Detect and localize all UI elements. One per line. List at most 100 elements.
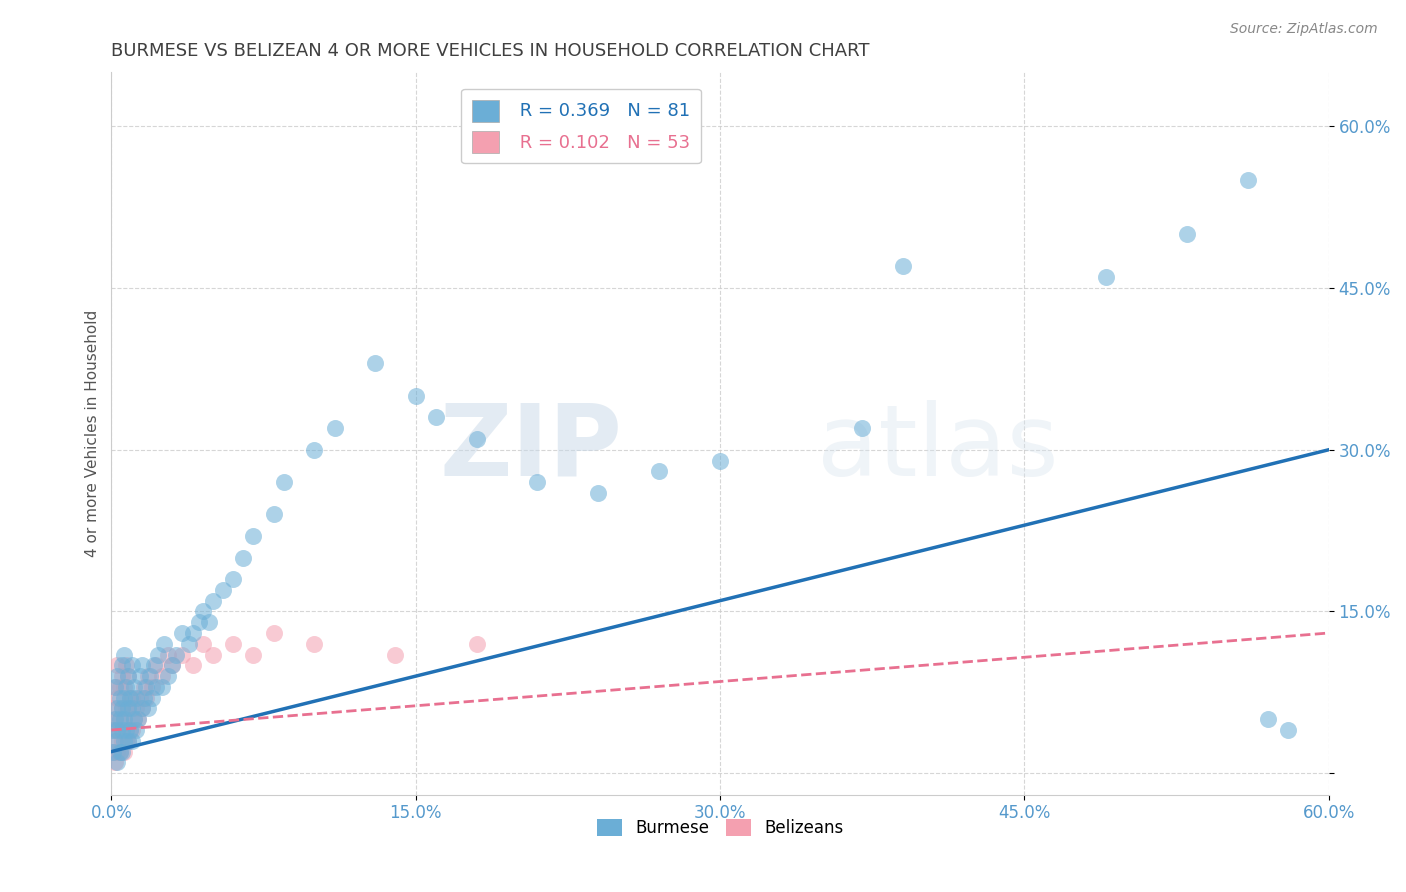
Point (222, 572, 245, 586)
Point (103, 745, 125, 759)
Point (122, 680, 145, 694)
Point (107, 669, 129, 683)
Point (648, 464, 671, 478)
Point (117, 733, 139, 747)
Point (108, 690, 131, 705)
Point (135, 690, 157, 705)
Point (107, 723, 129, 737)
Text: BURMESE VS BELIZEAN 4 OR MORE VEHICLES IN HOUSEHOLD CORRELATION CHART: BURMESE VS BELIZEAN 4 OR MORE VEHICLES I… (111, 42, 870, 60)
Point (104, 733, 127, 747)
Point (242, 648, 264, 662)
Point (150, 680, 173, 694)
Point (139, 669, 162, 683)
Point (232, 550, 254, 565)
Point (121, 723, 143, 737)
Point (110, 701, 132, 715)
Point (145, 680, 167, 694)
Point (526, 475, 548, 489)
Legend: Burmese, Belizeans: Burmese, Belizeans (591, 813, 851, 844)
Point (104, 712, 127, 726)
Point (212, 582, 235, 597)
Point (112, 680, 135, 694)
Point (153, 637, 176, 651)
Point (118, 723, 141, 737)
Point (132, 690, 155, 705)
Point (110, 669, 132, 683)
Point (1094, 270, 1116, 285)
Point (465, 637, 488, 651)
Point (465, 432, 488, 446)
Point (110, 701, 132, 715)
Point (177, 637, 200, 651)
Point (891, 260, 914, 274)
Point (104, 680, 127, 694)
Point (851, 421, 873, 435)
Y-axis label: 4 or more Vehicles in Household: 4 or more Vehicles in Household (86, 310, 100, 558)
Point (121, 701, 143, 715)
Point (110, 658, 132, 673)
Point (162, 658, 184, 673)
Point (118, 690, 141, 705)
Point (107, 745, 129, 759)
Point (112, 712, 135, 726)
Point (263, 626, 285, 640)
Point (108, 680, 131, 694)
Text: Source: ZipAtlas.com: Source: ZipAtlas.com (1230, 22, 1378, 37)
Point (141, 690, 163, 705)
Point (122, 712, 145, 726)
Point (405, 389, 427, 403)
Point (110, 745, 132, 759)
Point (157, 648, 180, 662)
Point (172, 626, 194, 640)
Point (112, 648, 135, 662)
Point (121, 658, 143, 673)
Point (1257, 712, 1279, 726)
Point (114, 680, 136, 694)
Point (191, 604, 214, 618)
Point (128, 690, 150, 705)
Point (162, 658, 184, 673)
Point (122, 712, 145, 726)
Point (136, 701, 159, 715)
Point (125, 723, 148, 737)
Point (135, 680, 157, 694)
Point (114, 658, 136, 673)
Point (181, 626, 204, 640)
Point (131, 701, 153, 715)
Point (141, 680, 163, 694)
Point (104, 712, 127, 726)
Point (157, 669, 180, 683)
Point (143, 658, 166, 673)
Point (107, 658, 129, 673)
Point (114, 723, 136, 737)
Point (364, 357, 387, 371)
Point (127, 712, 149, 726)
Point (118, 723, 141, 737)
Point (304, 637, 326, 651)
Point (187, 615, 209, 630)
Point (103, 701, 125, 715)
Point (112, 745, 135, 759)
Point (117, 701, 139, 715)
Point (222, 637, 245, 651)
Point (107, 690, 129, 705)
Point (103, 745, 125, 759)
Point (1277, 723, 1299, 737)
Point (103, 723, 125, 737)
Point (117, 701, 139, 715)
Point (304, 442, 326, 457)
Point (125, 701, 148, 715)
Text: atlas: atlas (817, 400, 1059, 497)
Point (201, 593, 224, 607)
Point (107, 701, 129, 715)
Point (323, 421, 346, 435)
Point (146, 648, 169, 662)
Point (117, 733, 139, 747)
Point (709, 453, 731, 467)
Point (132, 680, 155, 694)
Point (127, 712, 149, 726)
Point (172, 648, 194, 662)
Point (191, 637, 214, 651)
Point (1175, 227, 1198, 241)
Point (114, 733, 136, 747)
